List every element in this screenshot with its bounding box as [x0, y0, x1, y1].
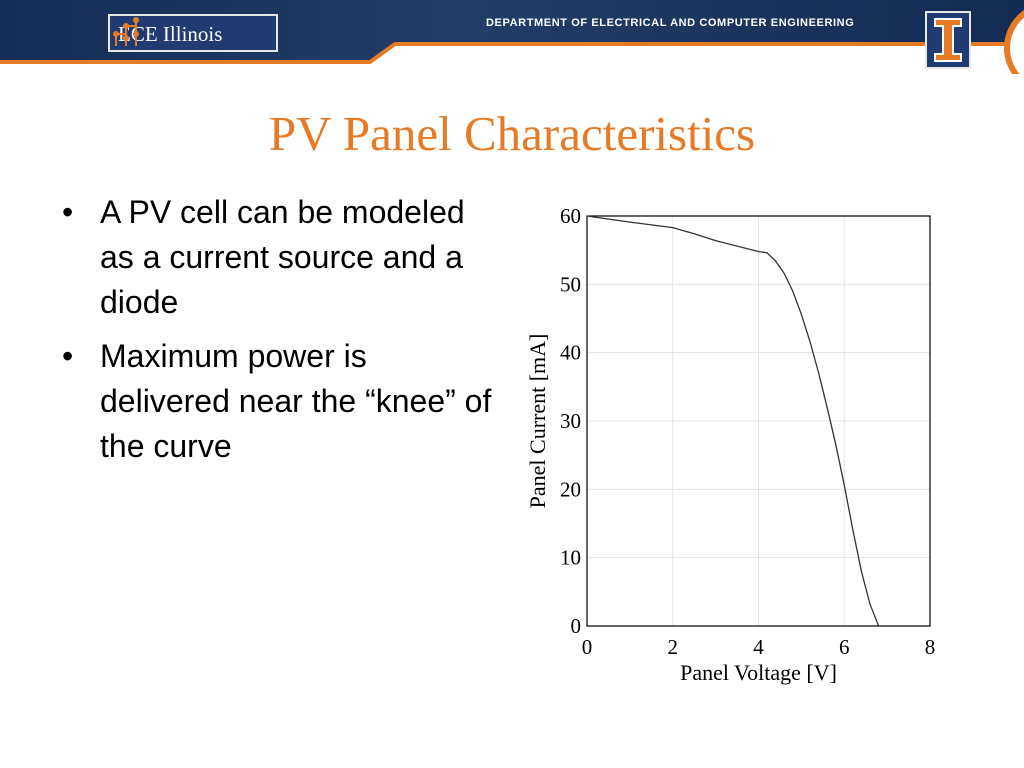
bullet-text: A PV cell can be modeled as a current so…	[100, 194, 465, 320]
x-tick-label: 8	[925, 635, 936, 659]
bullet-item: • A PV cell can be modeled as a current …	[54, 190, 494, 325]
bullet-text: Maximum power is delivered near the “kne…	[100, 338, 492, 464]
y-tick-label: 50	[560, 272, 581, 296]
x-tick-label: 6	[839, 635, 850, 659]
y-tick-label: 60	[560, 204, 581, 228]
chart-grid	[586, 215, 931, 627]
ece-illinois-logo[interactable]: ECE Illinois	[108, 14, 278, 52]
plot-area-frame	[586, 215, 931, 627]
circuit-logo-icon	[113, 17, 139, 46]
block-i-icon	[934, 18, 962, 62]
header-banner: ECE Illinois DEPARTMENT OF ELECTRICAL AN…	[0, 0, 1024, 74]
y-tick-label: 20	[560, 477, 581, 501]
banner-background	[0, 0, 1024, 74]
bullet-list: • A PV cell can be modeled as a current …	[54, 190, 494, 478]
x-tick-label: 4	[753, 635, 764, 659]
chart-series	[586, 215, 880, 627]
department-name: DEPARTMENT OF ELECTRICAL AND COMPUTER EN…	[486, 17, 855, 29]
bullet-dot-icon: •	[62, 194, 74, 230]
y-axis-ticks: 0 10 20 30 40 50 60	[560, 204, 581, 638]
x-tick-label: 0	[582, 635, 593, 659]
slide-title: PV Panel Characteristics	[268, 106, 756, 161]
y-axis-label: Panel Current [mA]	[525, 334, 550, 509]
y-tick-label: 30	[560, 409, 581, 433]
iv-curve-chart: 0 2 4 6 8 0 10 20 30 40 50 60 Panel Voltage [V] Pa…	[525, 204, 936, 685]
block-i-logo[interactable]	[925, 11, 971, 69]
x-tick-label: 2	[668, 635, 679, 659]
y-tick-label: 40	[560, 341, 581, 365]
x-axis-label: Panel Voltage [V]	[680, 660, 837, 685]
bullet-dot-icon: •	[62, 338, 74, 374]
bullet-item: • Maximum power is delivered near the “k…	[54, 334, 494, 469]
y-tick-label: 0	[571, 614, 582, 638]
series-line	[586, 215, 880, 627]
x-axis-ticks: 0 2 4 6 8	[582, 635, 936, 659]
y-tick-label: 10	[560, 546, 581, 570]
